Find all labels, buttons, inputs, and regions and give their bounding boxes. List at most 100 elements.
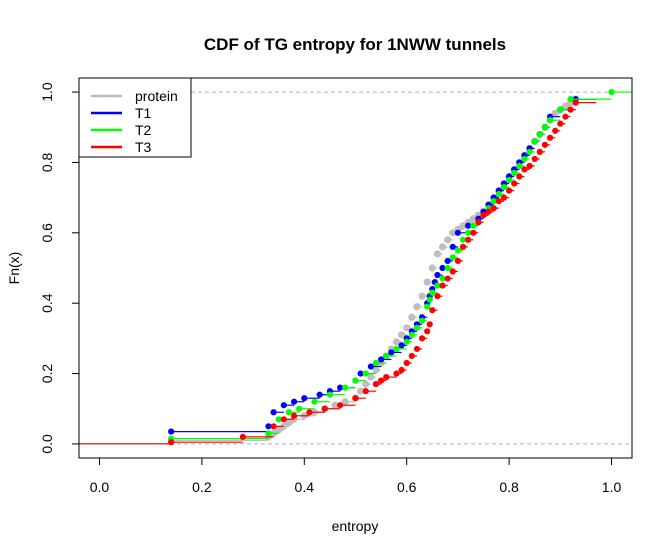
data-point (403, 359, 410, 367)
data-point (280, 416, 287, 423)
data-point (280, 402, 287, 409)
data-point (444, 257, 451, 265)
data-point (413, 345, 421, 353)
data-point (424, 328, 431, 335)
data-point (541, 141, 549, 148)
data-point (265, 430, 272, 437)
data-point (413, 324, 421, 331)
data-point (392, 338, 401, 346)
data-point (168, 439, 175, 446)
data-point (367, 363, 374, 370)
data-point (470, 222, 477, 229)
data-point (326, 391, 333, 398)
data-point (531, 138, 538, 145)
data-point (285, 409, 293, 416)
data-point (352, 395, 359, 402)
data-point (454, 257, 462, 265)
data-point (378, 356, 385, 363)
legend-label: T2 (135, 122, 152, 138)
data-point (362, 370, 369, 377)
data-point (485, 208, 492, 215)
data-point (275, 416, 282, 423)
data-point (168, 428, 175, 435)
data-point (290, 398, 298, 405)
y-tick-label: 0.4 (39, 293, 55, 313)
data-point (562, 113, 569, 120)
data-point (434, 282, 441, 289)
data-point (511, 180, 518, 187)
data-point (337, 384, 344, 391)
y-axis-label: Fn(x) (6, 252, 22, 285)
data-point (337, 402, 344, 409)
data-point (567, 106, 574, 113)
data-point (459, 222, 467, 230)
y-tick-label: 0.8 (39, 153, 55, 173)
y-tick-label: 0.2 (39, 364, 55, 384)
data-point (270, 409, 277, 416)
data-point (546, 134, 554, 141)
chart-title: CDF of TG entropy for 1NWW tunnels (204, 35, 506, 54)
data-point (428, 264, 436, 272)
x-tick-label: 0.6 (397, 479, 417, 495)
data-point (403, 338, 410, 345)
x-tick-label: 0.0 (90, 479, 110, 495)
x-tick-label: 0.8 (499, 479, 519, 495)
data-point (511, 169, 518, 177)
data-point (439, 275, 446, 282)
data-point (546, 117, 554, 124)
data-point (449, 243, 456, 250)
data-point (567, 96, 574, 103)
data-point (408, 313, 416, 321)
data-point (439, 264, 446, 272)
x-tick-label: 0.2 (192, 479, 212, 495)
data-point (480, 212, 487, 219)
data-point (572, 99, 579, 106)
data-point (521, 166, 528, 173)
data-point (526, 162, 533, 170)
data-point (408, 331, 415, 338)
y-tick-label: 0.0 (39, 434, 55, 454)
data-point (423, 278, 431, 286)
data-point (398, 342, 405, 349)
data-point (516, 162, 523, 170)
x-tick-label: 0.4 (295, 479, 315, 495)
data-point (465, 229, 472, 236)
data-point (408, 352, 415, 360)
data-point (465, 222, 472, 229)
data-point (433, 250, 442, 258)
data-point (301, 395, 308, 402)
data-point (239, 433, 246, 440)
data-point (449, 229, 457, 237)
data-point (426, 321, 433, 328)
data-point (608, 88, 615, 96)
data-point (500, 183, 508, 191)
data-point (475, 219, 482, 226)
data-point (285, 419, 293, 427)
data-point (275, 426, 283, 434)
data-point (341, 398, 349, 406)
data-point (454, 229, 462, 236)
data-point (438, 243, 447, 251)
data-point (495, 191, 502, 198)
data-point (500, 194, 508, 201)
data-point (372, 359, 380, 367)
data-point (516, 173, 523, 180)
data-point (434, 271, 441, 279)
data-point (413, 303, 421, 311)
data-point (444, 236, 452, 244)
data-point (352, 377, 359, 384)
data-point (357, 370, 364, 377)
data-point (342, 384, 349, 391)
data-point (454, 247, 462, 254)
data-point (418, 317, 426, 324)
data-point (506, 187, 513, 194)
data-point (444, 264, 451, 272)
series-t3 (79, 99, 597, 446)
data-point (459, 236, 467, 243)
data-point (403, 324, 411, 332)
data-point (429, 289, 436, 296)
data-point (331, 401, 339, 409)
data-point (418, 335, 426, 342)
